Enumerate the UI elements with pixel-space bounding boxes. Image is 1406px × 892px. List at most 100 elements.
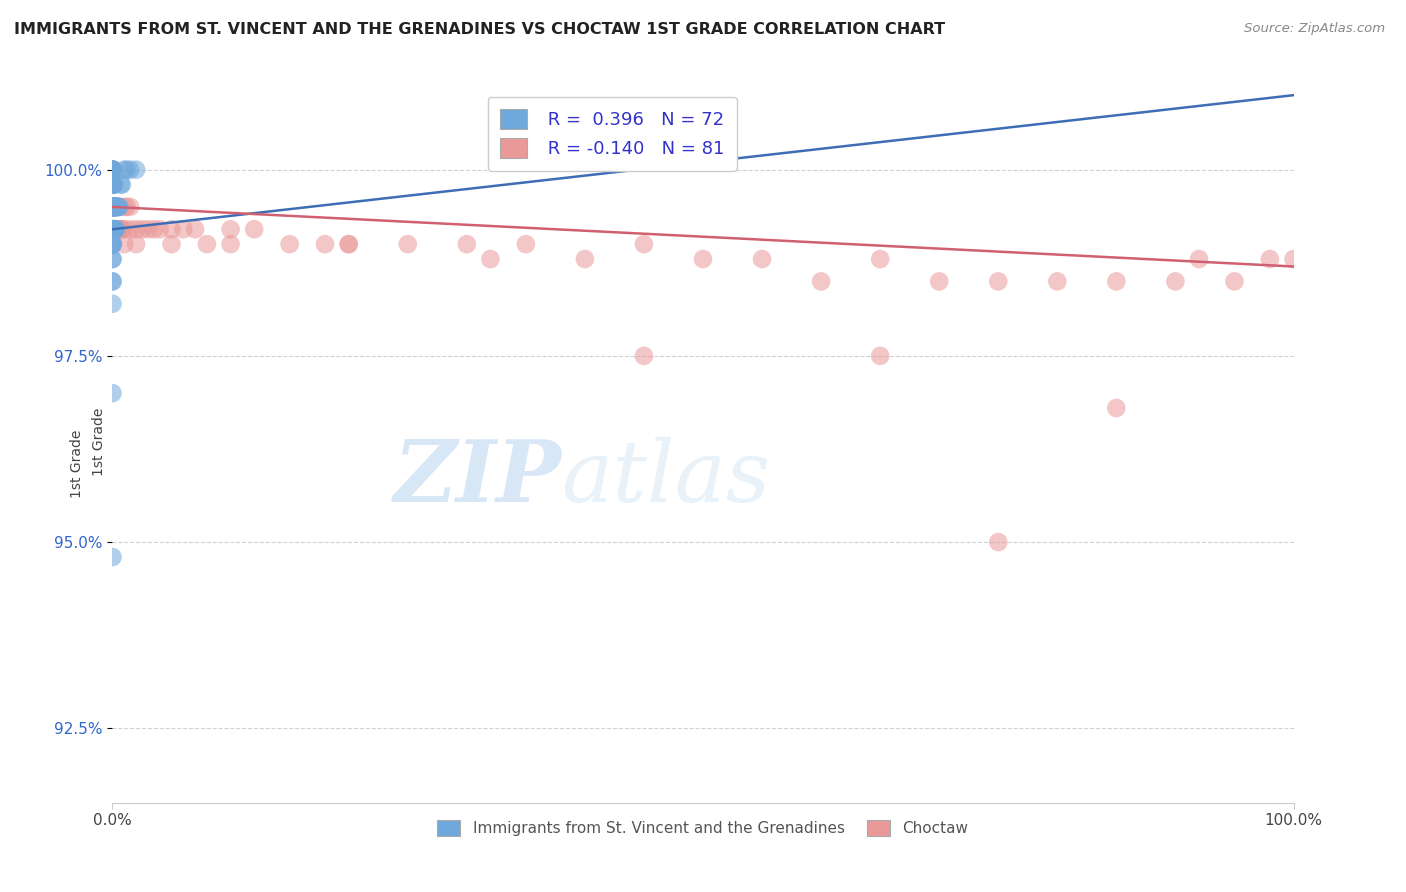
- Point: [184, 222, 207, 236]
- Point: [101, 237, 124, 252]
- Point: [101, 549, 124, 564]
- Point: [101, 162, 124, 177]
- Point: [633, 349, 655, 363]
- Point: [103, 222, 125, 236]
- Point: [104, 222, 127, 236]
- Point: [172, 222, 194, 236]
- Point: [101, 178, 124, 192]
- Point: [337, 237, 360, 252]
- Point: [928, 274, 950, 288]
- Point: [101, 237, 124, 252]
- Point: [101, 252, 124, 266]
- Point: [692, 252, 714, 266]
- Point: [103, 200, 125, 214]
- Point: [101, 178, 124, 192]
- Point: [219, 222, 242, 236]
- Point: [103, 200, 125, 214]
- Point: [115, 162, 138, 177]
- Point: [1258, 252, 1281, 266]
- Point: [101, 162, 124, 177]
- Point: [101, 200, 124, 214]
- Point: [101, 178, 124, 192]
- Point: [107, 200, 129, 214]
- Point: [101, 162, 124, 177]
- Point: [101, 178, 124, 192]
- Point: [101, 222, 124, 236]
- Point: [112, 222, 135, 236]
- Point: [136, 222, 159, 236]
- Point: [103, 178, 125, 192]
- Point: [103, 222, 125, 236]
- Point: [869, 252, 891, 266]
- Point: [108, 222, 131, 236]
- Point: [101, 178, 124, 192]
- Point: [107, 222, 129, 236]
- Point: [149, 222, 172, 236]
- Y-axis label: 1st Grade: 1st Grade: [91, 408, 105, 475]
- Point: [103, 178, 125, 192]
- Point: [1282, 252, 1305, 266]
- Point: [101, 200, 124, 214]
- Point: [105, 200, 128, 214]
- Point: [103, 200, 125, 214]
- Point: [104, 200, 127, 214]
- Point: [337, 237, 360, 252]
- Point: [869, 349, 891, 363]
- Point: [101, 162, 124, 177]
- Point: [101, 162, 124, 177]
- Point: [103, 222, 125, 236]
- Point: [104, 200, 127, 214]
- Point: [103, 222, 125, 236]
- Point: [107, 200, 129, 214]
- Point: [125, 162, 148, 177]
- Text: atlas: atlas: [561, 436, 770, 519]
- Point: [120, 200, 142, 214]
- Point: [101, 222, 124, 236]
- Point: [104, 200, 127, 214]
- Point: [101, 237, 124, 252]
- Point: [101, 252, 124, 266]
- Point: [131, 222, 153, 236]
- Point: [101, 222, 124, 236]
- Point: [104, 222, 127, 236]
- Point: [101, 200, 124, 214]
- Point: [1164, 274, 1187, 288]
- Point: [101, 200, 124, 214]
- Point: [104, 222, 127, 236]
- Point: [987, 274, 1010, 288]
- Point: [101, 200, 124, 214]
- Point: [112, 237, 135, 252]
- Point: [101, 222, 124, 236]
- Point: [633, 237, 655, 252]
- Point: [101, 178, 124, 192]
- Point: [243, 222, 266, 236]
- Point: [101, 274, 124, 288]
- Point: [103, 200, 125, 214]
- Point: [103, 178, 125, 192]
- Point: [195, 237, 218, 252]
- Point: [107, 200, 129, 214]
- Point: [103, 200, 125, 214]
- Point: [105, 200, 128, 214]
- Point: [107, 200, 129, 214]
- Point: [104, 200, 127, 214]
- Point: [103, 222, 125, 236]
- Point: [101, 200, 124, 214]
- Point: [101, 297, 124, 311]
- Point: [101, 200, 124, 214]
- Text: Source: ZipAtlas.com: Source: ZipAtlas.com: [1244, 22, 1385, 36]
- Point: [1188, 252, 1211, 266]
- Point: [101, 200, 124, 214]
- Point: [101, 162, 124, 177]
- Point: [105, 222, 128, 236]
- Point: [103, 222, 125, 236]
- Point: [105, 200, 128, 214]
- Point: [104, 200, 127, 214]
- Point: [160, 237, 183, 252]
- Point: [160, 222, 183, 236]
- Point: [112, 162, 135, 177]
- Text: ZIP: ZIP: [394, 436, 561, 519]
- Point: [103, 200, 125, 214]
- Point: [120, 162, 142, 177]
- Point: [125, 222, 148, 236]
